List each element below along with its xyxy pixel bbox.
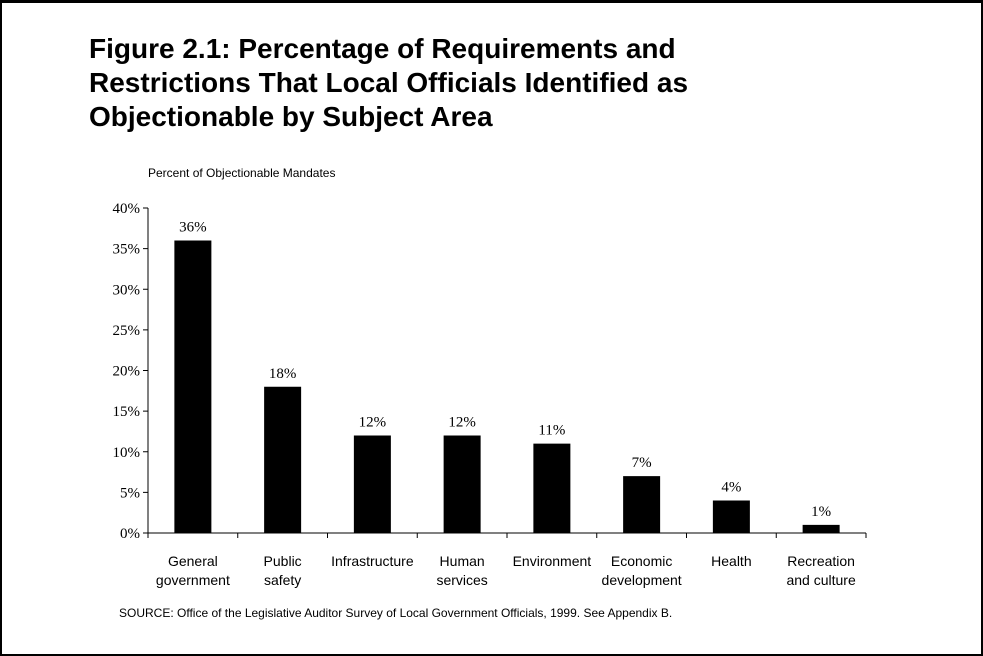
bar	[264, 386, 302, 533]
y-tick-label: 40%	[113, 201, 141, 217]
figure-title: Figure 2.1: Percentage of Requirements a…	[89, 33, 689, 132]
bar	[353, 435, 391, 533]
category-label: safety	[264, 572, 301, 588]
data-label: 11%	[538, 423, 565, 439]
bar	[174, 240, 212, 533]
bars	[174, 240, 840, 533]
category-label: Recreation	[787, 553, 855, 569]
data-label: 12%	[448, 415, 476, 431]
category-label: Environment	[513, 553, 592, 569]
y-tick-label: 25%	[113, 323, 141, 339]
y-tick-label: 10%	[113, 445, 141, 461]
category-label: General	[168, 553, 218, 569]
bar	[623, 476, 661, 533]
category-label: government	[156, 572, 230, 588]
chart-axes	[147, 208, 867, 538]
data-label: 18%	[269, 366, 297, 382]
bar	[802, 524, 840, 533]
category-label: services	[436, 572, 487, 588]
source-note: SOURCE: Office of the Legislative Audito…	[119, 606, 672, 620]
category-label: Infrastructure	[331, 553, 414, 569]
data-label: 1%	[811, 504, 831, 520]
y-tick-label: 0%	[120, 526, 140, 542]
y-tick-label: 5%	[120, 485, 140, 501]
category-label: and culture	[786, 572, 855, 588]
category-label: development	[602, 572, 682, 588]
data-labels: 36% 18% 12% 12% 11% 7% 4% 1%	[179, 220, 831, 520]
y-tick-label: 15%	[113, 404, 141, 420]
data-label: 7%	[632, 455, 652, 471]
y-axis-ticks: 0% 5% 10% 15% 20% 25% 30% 35% 40%	[113, 201, 148, 542]
y-axis-label: Percent of Objectionable Mandates	[148, 166, 335, 180]
y-tick-label: 30%	[113, 282, 141, 298]
bar	[533, 443, 571, 533]
category-labels: General government Public safety Infrastruct…	[156, 553, 856, 588]
data-label: 12%	[359, 415, 387, 431]
y-tick-label: 20%	[113, 364, 141, 380]
bar	[443, 435, 481, 533]
data-label: 4%	[721, 480, 741, 496]
y-tick-label: 35%	[113, 242, 141, 258]
data-label: 36%	[179, 220, 207, 236]
category-label: Health	[711, 553, 751, 569]
category-label: Human	[440, 553, 485, 569]
category-label: Public	[264, 553, 302, 569]
bar	[712, 500, 750, 533]
category-label: Economic	[611, 553, 672, 569]
